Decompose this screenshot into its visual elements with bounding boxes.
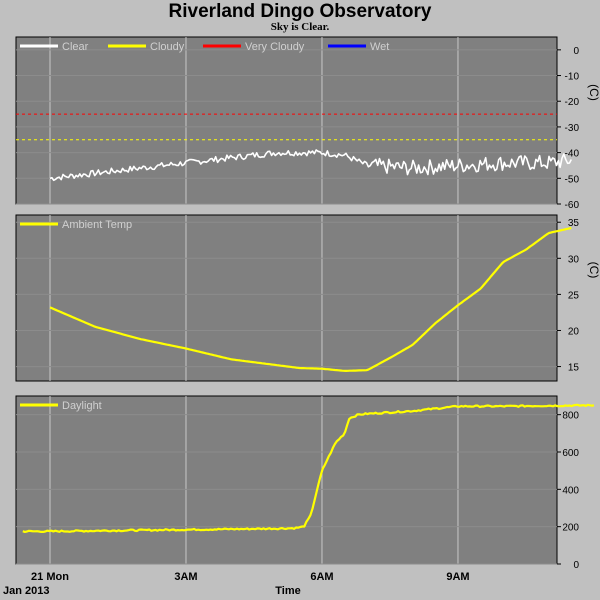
y-tick-label: 600 [562,448,579,459]
series-line-ambient [49,226,572,372]
y-tick-label: 20 [568,326,580,337]
y-tick-label: 800 [562,411,579,422]
legend-label: Very Cloudy [245,41,305,53]
y-tick-label: -20 [565,97,580,108]
legend-label: Daylight [62,400,102,412]
plot-area-sky [15,36,558,205]
y-tick-label: -60 [565,200,580,211]
x-tick-label: 9AM [446,571,469,583]
chart-title: Riverland Dingo Observatory [168,1,432,22]
x-start-date-label: Jan 2013 [3,585,49,597]
y-tick-label: 35 [568,218,580,229]
y-tick-label: 400 [562,485,579,496]
x-tick-label: 3AM [174,571,197,583]
y-tick-label: -30 [565,123,580,134]
y-tick-label: 200 [562,523,579,534]
y-axis-label: (C) [587,262,600,279]
y-tick-label: 30 [568,254,580,265]
y-tick-label: 25 [568,290,580,301]
series-line-sky [49,149,573,182]
legend-label: Wet [370,41,389,53]
y-axis-label: (C) [587,84,600,101]
x-tick-label: 6AM [310,571,333,583]
y-tick-label: 0 [573,560,579,571]
legend-label: Cloudy [150,41,185,53]
chart-subtitle: Sky is Clear. [270,21,330,33]
x-tick-label: 21 Mon [31,571,69,583]
legend-label: Clear [62,41,89,53]
y-tick-label: -40 [565,149,580,160]
plot-area-daylight [15,395,558,565]
y-tick-label: -10 [565,72,580,83]
legend-label: Ambient Temp [62,219,132,231]
y-tick-label: -50 [565,174,580,185]
y-tick-label: 0 [573,46,579,57]
series-line-daylight [22,403,595,534]
plot-area-ambient [15,214,558,382]
x-axis-title: Time [275,585,300,597]
y-tick-label: 15 [568,363,580,374]
